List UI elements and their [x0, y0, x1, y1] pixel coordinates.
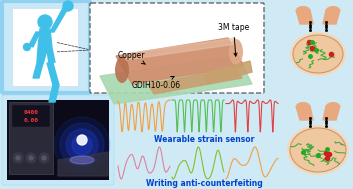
Text: 0.00: 0.00 — [24, 119, 38, 123]
Circle shape — [38, 15, 52, 29]
Ellipse shape — [326, 102, 340, 110]
Circle shape — [42, 156, 46, 160]
Polygon shape — [296, 106, 313, 120]
Ellipse shape — [287, 125, 349, 175]
Circle shape — [29, 156, 33, 160]
Polygon shape — [50, 8, 67, 32]
Circle shape — [13, 153, 23, 163]
Circle shape — [77, 135, 87, 145]
Polygon shape — [148, 68, 242, 94]
Circle shape — [72, 135, 92, 155]
Circle shape — [26, 153, 36, 163]
Ellipse shape — [296, 102, 310, 110]
Polygon shape — [205, 61, 252, 84]
Bar — [7, 100, 109, 180]
Polygon shape — [33, 63, 43, 78]
Ellipse shape — [326, 6, 340, 14]
FancyBboxPatch shape — [2, 1, 90, 93]
FancyBboxPatch shape — [90, 3, 264, 93]
Polygon shape — [116, 38, 244, 84]
Circle shape — [63, 1, 73, 11]
Polygon shape — [37, 29, 55, 64]
Ellipse shape — [296, 6, 310, 14]
Circle shape — [24, 43, 30, 50]
Bar — [9, 102, 53, 174]
Polygon shape — [296, 10, 313, 24]
Ellipse shape — [293, 35, 343, 73]
Polygon shape — [47, 63, 59, 85]
FancyBboxPatch shape — [2, 95, 114, 185]
Polygon shape — [100, 56, 252, 104]
Polygon shape — [323, 106, 340, 120]
Circle shape — [54, 117, 110, 173]
Polygon shape — [29, 32, 40, 47]
Ellipse shape — [115, 57, 129, 83]
Text: GDIH10-0.06: GDIH10-0.06 — [132, 77, 181, 90]
Ellipse shape — [290, 32, 346, 76]
Circle shape — [39, 153, 49, 163]
Polygon shape — [49, 85, 59, 102]
Ellipse shape — [70, 156, 94, 164]
Text: Wearable strain sensor: Wearable strain sensor — [154, 136, 254, 145]
Polygon shape — [125, 38, 236, 60]
Text: 3M tape: 3M tape — [218, 23, 249, 56]
Text: Writing anti-counterfeiting: Writing anti-counterfeiting — [146, 178, 262, 187]
Polygon shape — [323, 10, 340, 24]
Text: 0400: 0400 — [24, 111, 38, 115]
Ellipse shape — [290, 128, 346, 172]
FancyBboxPatch shape — [12, 8, 78, 86]
Ellipse shape — [229, 39, 243, 65]
Circle shape — [16, 156, 20, 160]
Polygon shape — [58, 152, 108, 176]
Text: Copper: Copper — [118, 51, 145, 64]
Bar — [12, 105, 50, 127]
Circle shape — [66, 129, 98, 161]
Circle shape — [60, 123, 104, 167]
